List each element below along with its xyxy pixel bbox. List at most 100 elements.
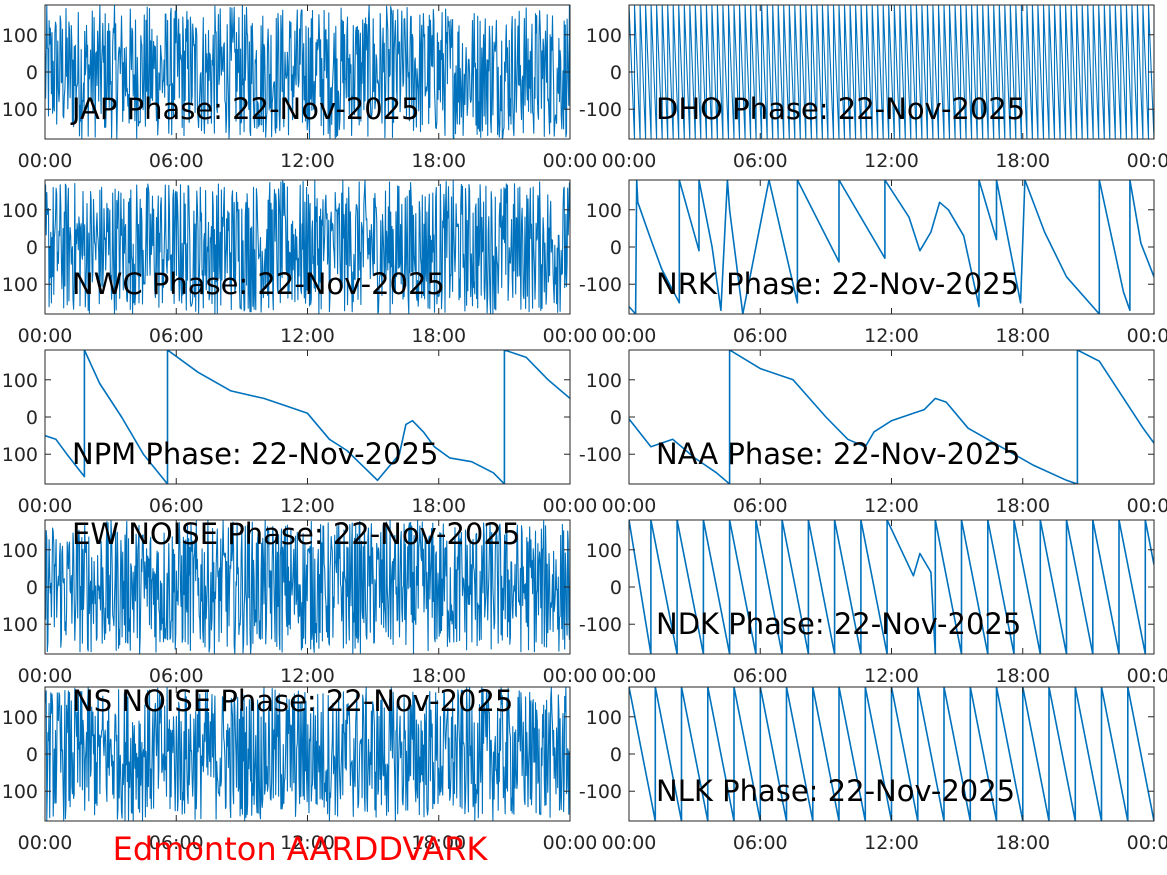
x-tick-label: 18:00 [995, 665, 1050, 687]
x-tick-label: 00:00 [1127, 150, 1167, 172]
y-tick-label: 0 [26, 62, 38, 84]
panel-title: NWC Phase: 22-Nov-2025 [72, 267, 445, 301]
x-tick-label: 06:00 [149, 832, 204, 854]
panel-4: 100 0 100 00:00 06:00 12:00 18:00 00:00 NPM Phas… [2, 349, 597, 517]
x-tick-label: 06:00 [733, 832, 788, 854]
panel-title: EW NOISE Phase: 22-Nov-2025 [72, 517, 520, 551]
x-tick-label: 00:00 [543, 325, 598, 347]
x-tick-label: 18:00 [411, 665, 466, 687]
x-tick-label: 18:00 [995, 832, 1050, 854]
x-tick-label: 06:00 [149, 665, 204, 687]
x-tick-label: 12:00 [280, 325, 335, 347]
series-line [45, 180, 570, 314]
x-tick-label: 00:00 [1127, 495, 1167, 517]
series-line [629, 687, 1154, 821]
y-tick-label: -100 [579, 614, 622, 636]
x-tick-label: 00:00 [602, 495, 657, 517]
y-tick-label: -100 [579, 274, 622, 296]
x-tick-label: 12:00 [864, 832, 919, 854]
x-tick-label: 12:00 [864, 150, 919, 172]
x-tick-label: 00:00 [602, 665, 657, 687]
y-tick-label: 100 [586, 25, 622, 47]
x-tick-label: 00:00 [602, 325, 657, 347]
y-tick-label: 100 [2, 444, 38, 466]
x-tick-label: 18:00 [995, 150, 1050, 172]
x-tick-label: 12:00 [864, 665, 919, 687]
y-tick-label: 0 [26, 237, 38, 259]
y-tick-label: 0 [610, 62, 622, 84]
panel-title: JAP Phase: 22-Nov-2025 [70, 92, 420, 126]
panel-6: 100 0 100 00:00 06:00 12:00 18:00 00:00 EW NOISE… [2, 517, 598, 687]
series-line [629, 520, 1154, 654]
series-line [629, 180, 1154, 314]
x-tick-label: 00:00 [602, 832, 657, 854]
x-tick-label: 12:00 [280, 832, 335, 854]
x-tick-label: 00:00 [18, 325, 73, 347]
y-tick-label: 0 [26, 407, 38, 429]
series-line [629, 350, 1154, 484]
y-tick-label: -100 [579, 781, 622, 803]
panel-title: NRK Phase: 22-Nov-2025 [656, 267, 1019, 301]
y-tick-label: 0 [26, 577, 38, 599]
series-line [45, 5, 570, 139]
x-tick-label: 00:00 [543, 665, 598, 687]
y-tick-label: 100 [586, 707, 622, 729]
x-tick-label: 12:00 [864, 325, 919, 347]
x-tick-label: 12:00 [864, 495, 919, 517]
y-tick-label: 100 [586, 540, 622, 562]
series-line [45, 520, 570, 654]
y-tick-label: 100 [586, 370, 622, 392]
x-tick-label: 18:00 [411, 832, 466, 854]
x-tick-label: 18:00 [411, 325, 466, 347]
y-tick-label: 100 [2, 99, 38, 121]
panel-title: NLK Phase: 22-Nov-2025 [656, 774, 1015, 808]
panel-3: -100 0 100 00:00 06:00 12:00 18:00 00:00 NRK Pha… [579, 179, 1167, 347]
panel-8: 100 0 100 00:00 06:00 12:00 18:00 00:00 NS NOISE… [2, 684, 598, 854]
y-tick-label: 100 [2, 274, 38, 296]
y-tick-label: 100 [2, 200, 38, 222]
series-line [45, 687, 570, 821]
footer-label: Edmonton AARDDVARK [113, 830, 489, 868]
plot-area [45, 350, 570, 484]
y-tick-label: 100 [2, 370, 38, 392]
x-tick-label: 18:00 [411, 495, 466, 517]
y-tick-label: -100 [579, 444, 622, 466]
x-tick-label: 00:00 [1127, 665, 1167, 687]
x-tick-label: 00:00 [18, 150, 73, 172]
x-tick-label: 00:00 [18, 665, 73, 687]
y-tick-label: 0 [610, 407, 622, 429]
panel-title: NPM Phase: 22-Nov-2025 [72, 437, 438, 471]
x-tick-label: 00:00 [543, 832, 598, 854]
x-tick-label: 06:00 [149, 150, 204, 172]
x-tick-label: 18:00 [411, 150, 466, 172]
x-tick-label: 12:00 [280, 495, 335, 517]
y-tick-label: 100 [2, 540, 38, 562]
x-tick-label: 12:00 [280, 665, 335, 687]
panel-1: -100 0 100 00:00 06:00 12:00 18:00 00:00 DHO Pha… [579, 4, 1167, 172]
y-tick-label: 100 [2, 25, 38, 47]
y-tick-label: -100 [579, 99, 622, 121]
y-tick-label: 0 [610, 577, 622, 599]
panel-7: -100 0 100 00:00 06:00 12:00 18:00 00:00 NDK Pha… [579, 519, 1167, 687]
y-tick-label: 0 [610, 744, 622, 766]
x-tick-label: 00:00 [1127, 832, 1167, 854]
y-tick-label: 0 [610, 237, 622, 259]
panel-title: NDK Phase: 22-Nov-2025 [656, 607, 1021, 641]
y-tick-label: 0 [26, 744, 38, 766]
plot-area [629, 180, 1154, 314]
x-tick-label: 00:00 [18, 832, 73, 854]
x-tick-label: 06:00 [733, 325, 788, 347]
x-tick-label: 00:00 [1127, 325, 1167, 347]
series-line [45, 350, 570, 484]
x-tick-label: 06:00 [733, 665, 788, 687]
x-tick-label: 18:00 [995, 495, 1050, 517]
x-tick-label: 18:00 [995, 325, 1050, 347]
x-tick-label: 12:00 [280, 150, 335, 172]
panel-5: -100 0 100 00:00 06:00 12:00 18:00 00:00 NAA Pha… [579, 349, 1167, 517]
panel-2: 100 0 100 00:00 06:00 12:00 18:00 00:00 NWC Phas… [2, 179, 598, 347]
plot-area [629, 350, 1154, 484]
x-tick-label: 00:00 [543, 150, 598, 172]
y-tick-label: 100 [2, 707, 38, 729]
panel-0: 100 0 100 00:00 06:00 12:00 18:00 00:00 JAP Phas… [2, 4, 598, 172]
